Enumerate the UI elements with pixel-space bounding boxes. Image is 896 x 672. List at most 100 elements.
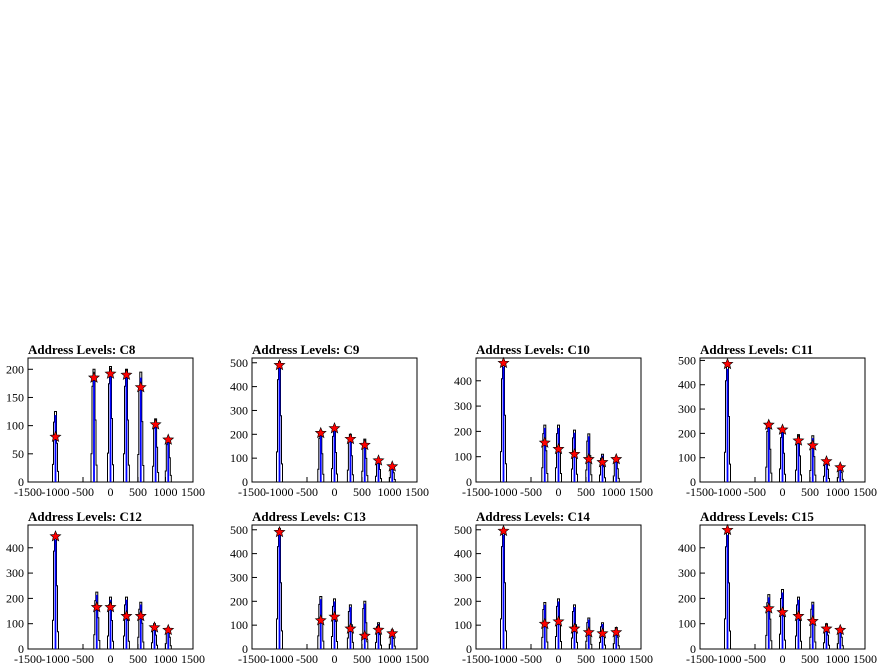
y-tick-label: 0 — [690, 642, 696, 656]
chart-title: Address Levels: C11 — [700, 342, 813, 357]
star-marker — [358, 629, 371, 641]
y-tick-label: 200 — [230, 427, 248, 441]
x-tick-label: 1500 — [181, 652, 205, 666]
y-tick-label: 200 — [454, 424, 472, 438]
chart-panel-8: Address Levels: C15 0 100 200 300 400 -1500 -10… — [678, 509, 877, 666]
x-tick-label: 1500 — [405, 652, 429, 666]
x-tick-label: 1500 — [629, 652, 653, 666]
y-tick-label: 200 — [678, 426, 696, 440]
star-marker — [776, 423, 789, 435]
star-marker — [762, 602, 775, 614]
star-marker — [162, 433, 175, 445]
x-tick-label: 0 — [108, 485, 114, 499]
histogram-outline — [571, 604, 578, 649]
y-tick-label: 400 — [454, 547, 472, 561]
y-tick-label: 0 — [18, 475, 24, 489]
histogram-outline — [809, 435, 817, 482]
x-tick-label: -500 — [520, 652, 542, 666]
y-tick-label: 300 — [230, 570, 248, 584]
star-marker — [762, 418, 775, 430]
x-tick-label: -500 — [744, 652, 766, 666]
star-marker — [134, 380, 147, 393]
x-tick-label: 1000 — [602, 485, 626, 499]
star-marker — [162, 623, 175, 636]
y-tick-label: 200 — [6, 362, 24, 376]
x-tick-label: -500 — [296, 485, 318, 499]
x-tick-label: 0 — [332, 652, 338, 666]
x-tick-label: 1500 — [405, 485, 429, 499]
x-tick-label: 0 — [780, 652, 786, 666]
y-tick-label: 200 — [6, 591, 24, 605]
x-tick-label: 1000 — [154, 485, 178, 499]
x-tick-label: -1500 — [238, 485, 266, 499]
star-marker — [358, 438, 371, 451]
y-tick-label: 200 — [678, 591, 696, 605]
histogram-outline — [599, 453, 606, 482]
x-tick-label: 500 — [353, 652, 371, 666]
y-tick-label: 500 — [230, 356, 248, 370]
histogram-outline — [107, 366, 114, 482]
histogram-outline — [585, 617, 593, 649]
x-tick-label: -1000 — [490, 485, 518, 499]
x-tick-label: -500 — [72, 485, 94, 499]
y-tick-label: 400 — [678, 378, 696, 392]
star-marker — [120, 609, 133, 622]
x-tick-label: 500 — [577, 485, 595, 499]
chart-title: Address Levels: C13 — [252, 509, 366, 524]
histogram-outline — [317, 596, 325, 649]
star-marker — [328, 422, 341, 434]
x-tick-label: -1500 — [14, 652, 42, 666]
star-marker — [372, 454, 385, 466]
histogram-outline — [541, 424, 549, 482]
star-marker — [806, 614, 819, 627]
x-tick-label: -1500 — [462, 485, 490, 499]
y-tick-label: 400 — [454, 374, 472, 388]
chart-panel-6: Address Levels: C13 0 100 200 300 400 500 -1500… — [230, 509, 429, 666]
histogram-outline — [599, 622, 606, 649]
histogram-outline — [137, 601, 145, 649]
y-tick-label: 300 — [678, 402, 696, 416]
y-tick-label: 400 — [230, 380, 248, 394]
x-tick-label: -1000 — [714, 485, 742, 499]
chart-title: Address Levels: C9 — [252, 342, 360, 357]
y-tick-label: 400 — [678, 541, 696, 555]
histogram-outline — [795, 596, 802, 649]
star-marker — [820, 455, 833, 467]
x-tick-label: -500 — [744, 485, 766, 499]
star-marker — [834, 461, 847, 473]
x-tick-label: 500 — [577, 652, 595, 666]
y-tick-label: 500 — [230, 523, 248, 537]
x-tick-label: 0 — [556, 652, 562, 666]
star-marker — [610, 625, 623, 638]
star-marker — [792, 434, 805, 446]
x-tick-label: 500 — [353, 485, 371, 499]
y-tick-label: 150 — [6, 390, 24, 404]
x-tick-label: 0 — [556, 485, 562, 499]
y-tick-label: 100 — [230, 618, 248, 632]
x-tick-label: -1000 — [266, 485, 294, 499]
x-tick-label: -500 — [520, 485, 542, 499]
x-tick-label: 1000 — [826, 485, 850, 499]
histogram-outline — [123, 596, 130, 649]
star-marker — [134, 609, 147, 622]
star-marker — [582, 452, 595, 465]
star-marker — [552, 442, 565, 455]
histogram-outline — [585, 433, 593, 482]
y-tick-label: 100 — [6, 617, 24, 631]
star-marker — [90, 600, 103, 613]
star-marker — [497, 524, 510, 537]
histogram-outline — [541, 602, 549, 649]
histogram-outline — [555, 424, 562, 482]
x-tick-label: -1000 — [42, 652, 70, 666]
star-marker — [386, 460, 399, 472]
chart-panel-3: Address Levels: C10 0 100 200 300 400 -1500 -10… — [454, 342, 653, 499]
star-marker — [328, 610, 341, 622]
star-marker — [344, 622, 357, 634]
star-marker — [273, 358, 286, 371]
x-tick-label: 500 — [801, 485, 819, 499]
histogram-outline — [555, 598, 562, 649]
y-tick-label: 0 — [18, 642, 24, 656]
star-marker — [568, 622, 581, 634]
y-tick-label: 300 — [230, 403, 248, 417]
y-tick-label: 0 — [466, 642, 472, 656]
